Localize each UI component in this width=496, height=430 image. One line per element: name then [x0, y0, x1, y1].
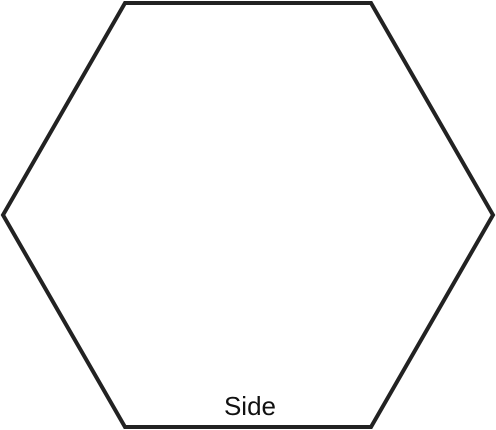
side-label: Side	[224, 391, 276, 421]
